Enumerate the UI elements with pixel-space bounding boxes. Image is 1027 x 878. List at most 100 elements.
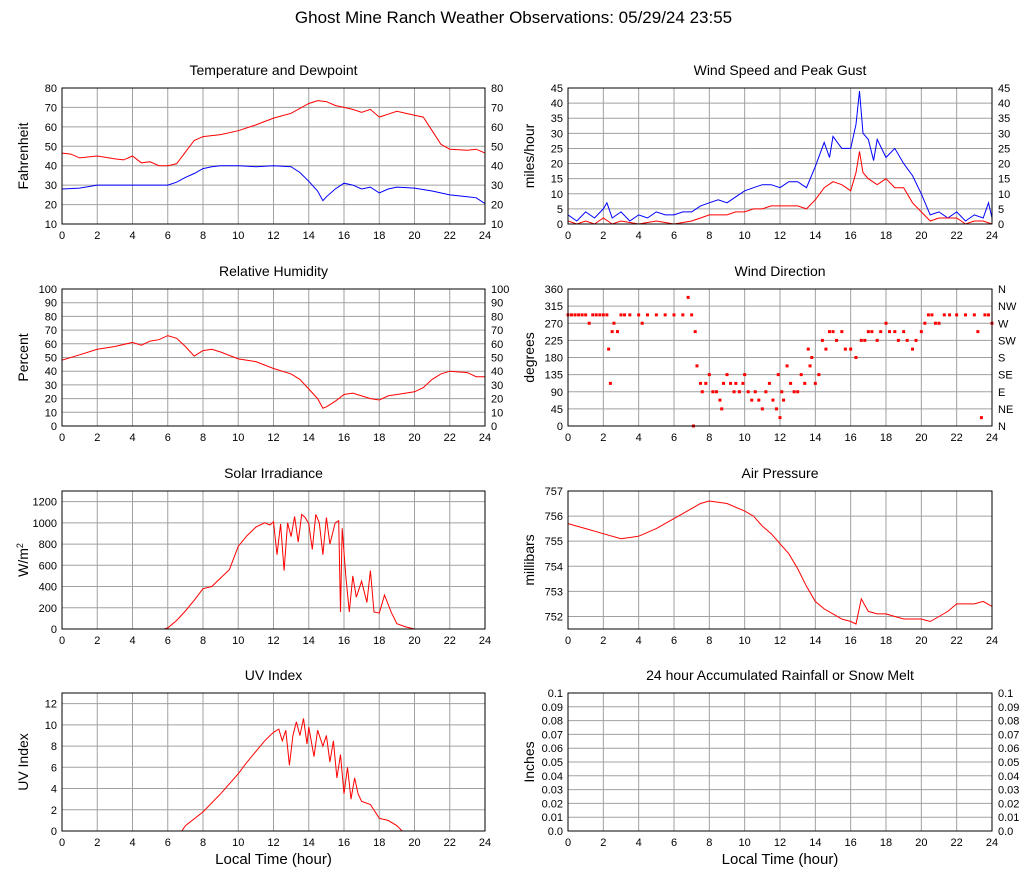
series-line-temp-0 — [62, 100, 485, 167]
data-point — [831, 330, 835, 334]
x-tick-label: 20 — [408, 635, 420, 647]
x-tick-label: 14 — [303, 635, 315, 647]
data-point — [905, 338, 909, 342]
x-tick-label: 0 — [565, 230, 571, 242]
x-tick-label: 4 — [129, 837, 135, 849]
data-point — [776, 373, 780, 377]
right-tick-label: 0.08 — [998, 716, 1019, 728]
x-tick-label: 14 — [809, 837, 821, 849]
right-tick-label: 70 — [491, 325, 503, 337]
y-tick-label: 40 — [551, 98, 563, 110]
data-point — [741, 381, 745, 385]
x-tick-label: 20 — [408, 432, 420, 444]
data-point — [681, 313, 685, 317]
x-tick-label: 20 — [915, 432, 927, 444]
x-tick-label: 6 — [671, 230, 677, 242]
data-point — [789, 381, 793, 385]
x-tick-label: 10 — [739, 837, 751, 849]
right-tick-label: 40 — [491, 366, 503, 378]
y-tick-label: 200 — [39, 603, 57, 615]
data-point — [654, 313, 658, 317]
x-tick-label: 22 — [951, 230, 963, 242]
x-tick-label: 2 — [94, 230, 100, 242]
y-tick-label: 753 — [545, 586, 563, 598]
y-tick-label: 0.1 — [548, 688, 563, 700]
x-tick-label: 20 — [408, 837, 420, 849]
y-tick-label: 1000 — [33, 518, 57, 530]
series-line-rh-0 — [62, 335, 485, 409]
x-tick-label: 20 — [915, 837, 927, 849]
y-tick-label: 0.0 — [548, 826, 563, 838]
chart-solar: 0 2 4 6 8 10 12 14 16 18 20 22 240200400600800100012… — [15, 465, 491, 647]
y-tick-label: 752 — [545, 611, 563, 623]
right-tick-label: 80 — [491, 83, 503, 95]
right-tick-label: 0.07 — [998, 729, 1019, 741]
right-tick-label: 0.02 — [998, 798, 1019, 810]
x-tick-label: 16 — [845, 837, 857, 849]
data-point — [854, 356, 858, 359]
x-tick-label: 8 — [200, 837, 206, 849]
x-tick-label: 6 — [165, 837, 171, 849]
data-point — [810, 356, 814, 359]
main-title: Ghost Mine Ranch Weather Observations: 0… — [294, 8, 733, 27]
chart-title-solar: Solar Irradiance — [224, 465, 323, 481]
data-point — [796, 390, 800, 394]
data-point — [750, 398, 754, 402]
data-point — [792, 390, 796, 394]
plot-frame — [61, 490, 486, 630]
data-point — [866, 330, 870, 334]
data-point — [725, 373, 729, 377]
x-tick-label: 10 — [232, 635, 244, 647]
y-axis-label: miles/hour — [521, 123, 537, 188]
x-tick-label: 14 — [303, 432, 315, 444]
right-tick-label: 30 — [491, 180, 503, 192]
x-tick-label: 24 — [479, 230, 491, 242]
x-tick-label: 10 — [232, 432, 244, 444]
right-tick-label: 40 — [491, 161, 503, 173]
y-tick-label: 6 — [51, 762, 57, 774]
x-tick-label: 4 — [129, 635, 135, 647]
y-tick-label: 755 — [545, 536, 563, 548]
x-tick-label: 24 — [986, 837, 998, 849]
x-tick-label: 18 — [373, 432, 385, 444]
x-tick-label: 14 — [809, 635, 821, 647]
data-point — [608, 381, 612, 385]
y-tick-label: 60 — [45, 122, 57, 134]
x-tick-label: 8 — [706, 432, 712, 444]
data-point — [732, 390, 736, 394]
data-point — [774, 407, 778, 411]
data-point — [863, 338, 867, 342]
chart-pressure: 0 2 4 6 8 10 12 14 16 18 20 22 24752753754755756757A… — [521, 465, 998, 647]
y-tick-label: 754 — [545, 561, 563, 573]
x-tick-label: 12 — [774, 432, 786, 444]
y-axis-label: UV Index — [15, 733, 31, 791]
chart-title-temp: Temperature and Dewpoint — [189, 62, 357, 78]
y-tick-label: 20 — [45, 394, 57, 406]
y-tick-label: 600 — [39, 560, 57, 572]
y-tick-label: 90 — [45, 298, 57, 310]
y-tick-label: 30 — [45, 180, 57, 192]
right-tick-label: 45 — [998, 83, 1010, 95]
x-tick-label: 18 — [880, 635, 892, 647]
y-tick-label: 0.05 — [542, 757, 563, 769]
data-point — [757, 398, 761, 402]
data-point — [637, 313, 641, 317]
y-tick-label: 0 — [51, 421, 57, 433]
data-point — [979, 416, 983, 420]
x-tick-label: 24 — [479, 635, 491, 647]
data-point — [605, 313, 609, 317]
y-tick-label: 10 — [45, 219, 57, 231]
data-point — [598, 313, 602, 317]
right-tick-label: SE — [998, 370, 1013, 382]
data-point — [771, 398, 775, 402]
x-tick-label: 8 — [200, 230, 206, 242]
y-axis-label-superscript: 2 — [15, 543, 25, 548]
y-tick-label: 25 — [551, 143, 563, 155]
data-point — [785, 364, 789, 368]
data-point — [760, 407, 764, 411]
y-tick-label: 90 — [551, 387, 563, 399]
data-point — [820, 338, 824, 342]
x-tick-label: 4 — [129, 230, 135, 242]
right-tick-label: 60 — [491, 339, 503, 351]
